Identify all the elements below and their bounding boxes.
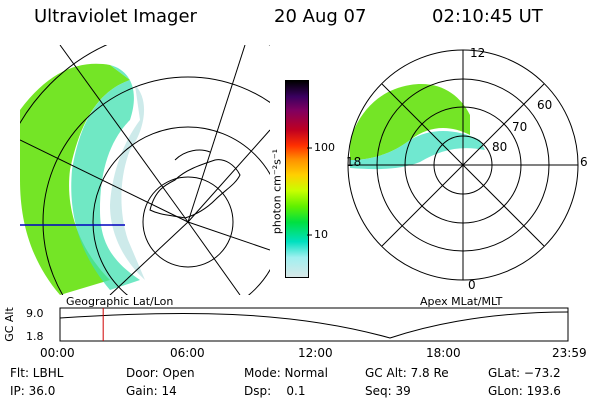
mlt-label-18: 18 (346, 155, 362, 169)
ip-label: IP: 36.0 (10, 384, 56, 398)
orbit-ylabel: GC Alt (2, 307, 16, 342)
left-map-caption: Geographic Lat/Lon (66, 295, 174, 308)
glat-label: GLat: −73.2 (488, 366, 561, 380)
aurora-emission-edge (71, 65, 140, 290)
colorbar-tick-100: 100 (314, 141, 335, 154)
gain-label: Gain: 14 (126, 384, 177, 398)
mlt-label-6: 6 (580, 155, 588, 169)
orbit-xtick-3: 18:00 (426, 346, 461, 360)
mlat-label-80: 80 (492, 140, 508, 154)
date-label: 20 Aug 07 (274, 6, 367, 27)
right-map-caption: Apex MLat/MLT (420, 295, 503, 308)
orbit-xtick-1: 06:00 (170, 346, 205, 360)
mode-label: Mode: Normal (244, 366, 328, 380)
mlt-label-0: 0 (468, 278, 476, 292)
orbit-altitude-plot (59, 307, 569, 342)
aurora-emission-outer (110, 85, 145, 280)
seq-label: Seq: 39 (365, 384, 411, 398)
orbit-ymin: 1.8 (26, 330, 44, 343)
mlat-label-70: 70 (512, 120, 528, 134)
gc-alt-label: GC Alt: 7.8 Re (365, 366, 449, 380)
time-label: 02:10:45 UT (432, 6, 543, 27)
altitude-curve (59, 311, 569, 339)
glon-label: GLon: 193.6 (488, 384, 561, 398)
filter-label: Flt: LBHL (10, 366, 64, 380)
colorbar (285, 80, 309, 278)
mlt-label-12: 12 (470, 46, 486, 60)
dsp-label: Dsp: 0.1 (244, 384, 306, 398)
orbit-ymax: 9.0 (26, 307, 44, 320)
orbit-xtick-2: 12:00 (298, 346, 333, 360)
instrument-title: Ultraviolet Imager (34, 6, 197, 27)
door-label: Door: Open (126, 366, 195, 380)
coastline (149, 149, 241, 219)
mlat-label-60: 60 (537, 98, 553, 112)
aurora-emission-edge (350, 131, 485, 170)
aurora-emission-region (20, 63, 130, 295)
colorbar-unit-label: photon cm⁻²s⁻¹ (270, 148, 284, 235)
orbit-xtick-0: 00:00 (40, 346, 75, 360)
colorbar-tick-10: 10 (314, 228, 328, 241)
orbit-xtick-4: 23:59 (552, 346, 587, 360)
